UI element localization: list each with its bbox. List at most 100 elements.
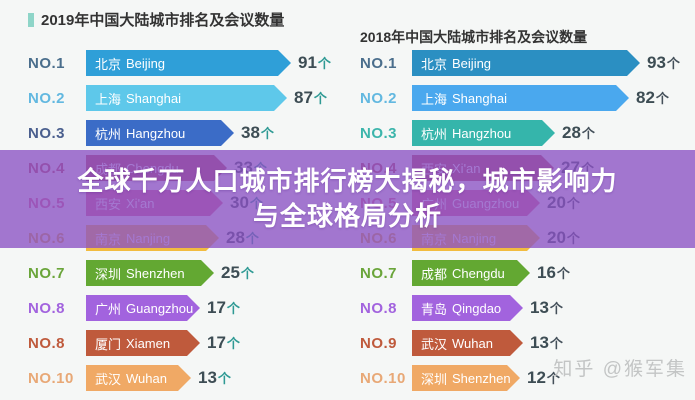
rank-label: NO.10 [28, 369, 74, 387]
value-number: 17 [207, 298, 226, 317]
rank-label: NO.9 [360, 334, 398, 352]
value: 17个 [207, 333, 240, 353]
value-unit: 个 [240, 266, 254, 281]
table-row: NO.3 杭州 Hangzhou 38个 [28, 120, 331, 146]
value-unit: 个 [217, 371, 231, 386]
city-bar: 武汉 Wuhan [412, 330, 523, 356]
value-number: 16 [537, 263, 556, 282]
watermark: 知乎 @猴军集 [553, 359, 687, 380]
rank-label: NO.1 [28, 54, 66, 72]
rank-label: NO.8 [360, 299, 398, 317]
value-unit: 个 [226, 301, 240, 316]
table-row: NO.1 北京 Beijing 91个 [28, 50, 331, 76]
bar-city-en: Wuhan [452, 335, 493, 351]
rank-label: NO.10 [360, 369, 406, 387]
overlay-title-line1: 全球千万人口城市排行榜大揭秘，城市影响力 [77, 166, 618, 196]
city-bar: 厦门 Xiamen [86, 330, 200, 356]
value-number: 91 [298, 53, 317, 72]
value-number: 13 [530, 333, 549, 352]
value-unit: 个 [226, 336, 240, 351]
table-row: NO.7 深圳 Shenzhen 25个 [28, 260, 331, 286]
rank-label: NO.1 [360, 54, 398, 72]
table-row: NO.2 上海 Shanghai 82个 [360, 85, 680, 111]
city-bar: 青岛 Qingdao [412, 295, 523, 321]
value: 13个 [530, 333, 563, 353]
bar-city-en: Shenzhen [126, 265, 185, 281]
bar-city-zh: 北京 [95, 56, 122, 72]
rank-label: NO.7 [28, 264, 66, 282]
bar-city-zh: 上海 [95, 91, 122, 107]
overlay-banner: 全球千万人口城市排行榜大揭秘，城市影响力 与全球格局分析 [0, 150, 695, 248]
bar-city-en: Qingdao [452, 300, 502, 316]
bar-city-en: Guangzhou [126, 300, 194, 316]
value-number: 17 [207, 333, 226, 352]
value-unit: 个 [317, 56, 331, 71]
bar-city-en: Hangzhou [126, 125, 186, 141]
table-row: NO.10 武汉 Wuhan 13个 [28, 365, 331, 391]
bar-city-en: Shenzhen [452, 370, 511, 386]
table-row: NO.8 广州 Guangzhou 17个 [28, 295, 331, 321]
city-bar: 杭州 Hangzhou [412, 120, 555, 146]
rank-label: NO.3 [360, 124, 398, 142]
bar-city-zh: 上海 [421, 91, 448, 107]
city-bar: 杭州 Hangzhou [86, 120, 234, 146]
value: 93个 [647, 53, 680, 73]
value-number: 25 [221, 263, 240, 282]
value-number: 82 [636, 88, 655, 107]
value-number: 13 [198, 368, 217, 387]
value-unit: 个 [666, 56, 680, 71]
city-bar: 深圳 Shenzhen [412, 365, 520, 391]
bar-city-zh: 武汉 [421, 336, 448, 352]
bar-city-en: Shanghai [452, 90, 507, 106]
value: 87个 [294, 88, 327, 108]
rank-label: NO.2 [360, 89, 398, 107]
value: 38个 [241, 123, 274, 143]
bar-city-zh: 北京 [421, 56, 448, 72]
header-accent-bar [28, 13, 34, 27]
value-unit: 个 [549, 301, 563, 316]
value-unit: 个 [260, 126, 274, 141]
rank-label: NO.8 [28, 299, 66, 317]
rank-label: NO.2 [28, 89, 66, 107]
table-row: NO.1 北京 Beijing 93个 [360, 50, 680, 76]
table-row: NO.8 青岛 Qingdao 13个 [360, 295, 680, 321]
city-bar: 北京 Beijing [86, 50, 291, 76]
value: 91个 [298, 53, 331, 73]
bar-city-zh: 广州 [95, 301, 122, 317]
value-unit: 个 [556, 266, 570, 281]
value: 13个 [198, 368, 231, 388]
column-title-2018: 2018年中国大陆城市排名及会议数量 [360, 27, 694, 47]
city-bar: 北京 Beijing [412, 50, 640, 76]
city-bar: 上海 Shanghai [412, 85, 629, 111]
city-bar: 深圳 Shenzhen [86, 260, 214, 286]
bar-city-zh: 成都 [421, 266, 448, 282]
table-row: NO.3 杭州 Hangzhou 28个 [360, 120, 680, 146]
value-unit: 个 [313, 91, 327, 106]
bar-city-en: Chengdu [452, 265, 505, 281]
value-number: 38 [241, 123, 260, 142]
value-unit: 个 [655, 91, 669, 106]
rank-label: NO.3 [28, 124, 66, 142]
bar-city-zh: 深圳 [421, 371, 448, 387]
city-bar: 武汉 Wuhan [86, 365, 191, 391]
value-number: 12 [527, 368, 546, 387]
value-unit: 个 [546, 371, 560, 386]
value-number: 28 [562, 123, 581, 142]
bar-city-zh: 深圳 [95, 266, 122, 282]
bar-city-zh: 杭州 [421, 126, 448, 142]
value-number: 13 [530, 298, 549, 317]
bar-city-en: Wuhan [126, 370, 167, 386]
table-row: NO.9 武汉 Wuhan 13个 [360, 330, 680, 356]
bar-city-zh: 武汉 [95, 371, 122, 387]
bar-city-en: Hangzhou [452, 125, 512, 141]
value: 17个 [207, 298, 240, 318]
bar-city-en: Beijing [452, 55, 492, 71]
bar-city-en: Shanghai [126, 90, 181, 106]
table-row: NO.2 上海 Shanghai 87个 [28, 85, 331, 111]
column-title-text: 2018年中国大陆城市排名及会议数量 [360, 29, 588, 45]
value: 25个 [221, 263, 254, 283]
value-unit: 个 [581, 126, 595, 141]
city-bar: 上海 Shanghai [86, 85, 287, 111]
table-row: NO.10 深圳 Shenzhen 12个 [360, 365, 680, 391]
